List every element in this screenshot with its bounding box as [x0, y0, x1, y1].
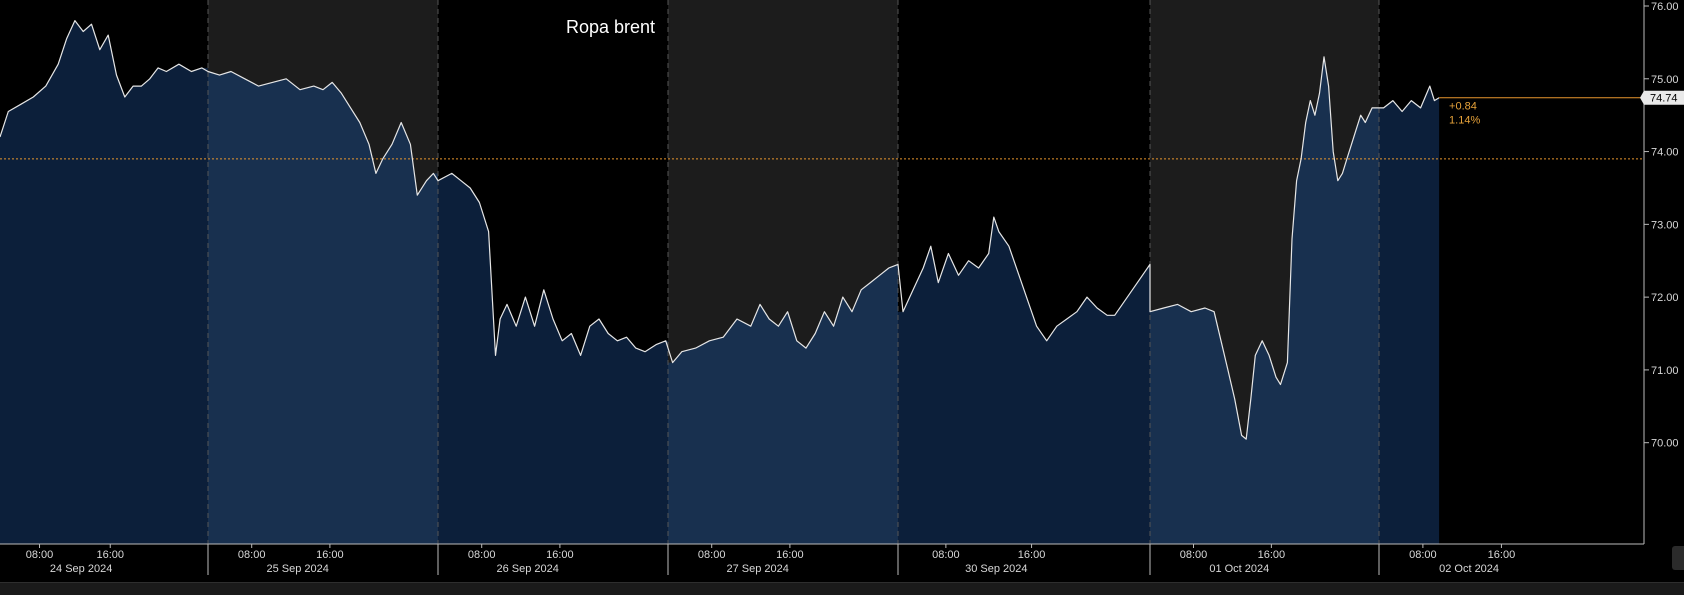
area-segment: [0, 20, 208, 545]
x-date-label: 02 Oct 2024: [1439, 563, 1499, 575]
x-tick-label: 16:00: [96, 549, 124, 561]
change-absolute: +0.84: [1449, 101, 1477, 113]
x-tick-label: 08:00: [932, 549, 960, 561]
price-line: [0, 20, 1440, 440]
x-tick-label: 16:00: [316, 549, 344, 561]
y-axis: 76.00 75.00 74.00 73.00 72.00 71.00 70.00: [1643, 0, 1679, 544]
x-date-label: 26 Sep 2024: [497, 563, 559, 575]
x-tick-label: 08:00: [238, 549, 266, 561]
x-date-label: 24 Sep 2024: [50, 563, 112, 575]
last-price-value: 74.74: [1650, 93, 1678, 105]
price-area: [0, 20, 1440, 545]
x-date-label: 25 Sep 2024: [267, 563, 329, 575]
area-segment: [1150, 56, 1379, 545]
x-date-label: 30 Sep 2024: [965, 563, 1027, 575]
y-tick-label: 74.00: [1651, 147, 1679, 159]
x-tick-label: 08:00: [468, 549, 496, 561]
last-price-tag: [1640, 90, 1684, 105]
bottom-scroll-strip[interactable]: [0, 582, 1684, 595]
corner-button[interactable]: [1672, 546, 1684, 570]
area-segment: [208, 71, 438, 544]
y-tick-label: 72.00: [1651, 292, 1679, 304]
x-axis: 08:00 16:00 24 Sep 2024 08:00 16:00 25 Sep 20…: [0, 543, 1644, 575]
price-series-line: [0, 20, 1440, 440]
y-tick-label: 73.00: [1651, 219, 1679, 231]
x-tick-label: 08:00: [26, 549, 54, 561]
y-tick-label: 71.00: [1651, 365, 1679, 377]
area-segment: [898, 217, 1150, 544]
x-tick-label: 16:00: [546, 549, 574, 561]
chart-title: Ropa brent: [566, 17, 655, 37]
y-tick-label: 70.00: [1651, 438, 1679, 450]
last-price-labels: 74.74 +0.84 1.14%: [1449, 90, 1684, 127]
change-percent: 1.14%: [1449, 115, 1480, 127]
x-date-label: 01 Oct 2024: [1209, 563, 1269, 575]
y-tick-label: 76.00: [1651, 1, 1679, 13]
x-tick-label: 08:00: [698, 549, 726, 561]
x-tick-label: 08:00: [1180, 549, 1208, 561]
y-tick-label: 75.00: [1651, 74, 1679, 86]
x-tick-label: 16:00: [776, 549, 804, 561]
x-date-label: 27 Sep 2024: [727, 563, 789, 575]
x-tick-label: 08:00: [1409, 549, 1437, 561]
area-segment: [438, 173, 668, 544]
x-tick-label: 16:00: [1018, 549, 1046, 561]
area-segment: [1379, 86, 1440, 544]
x-tick-label: 16:00: [1258, 549, 1286, 561]
x-tick-label: 16:00: [1488, 549, 1516, 561]
